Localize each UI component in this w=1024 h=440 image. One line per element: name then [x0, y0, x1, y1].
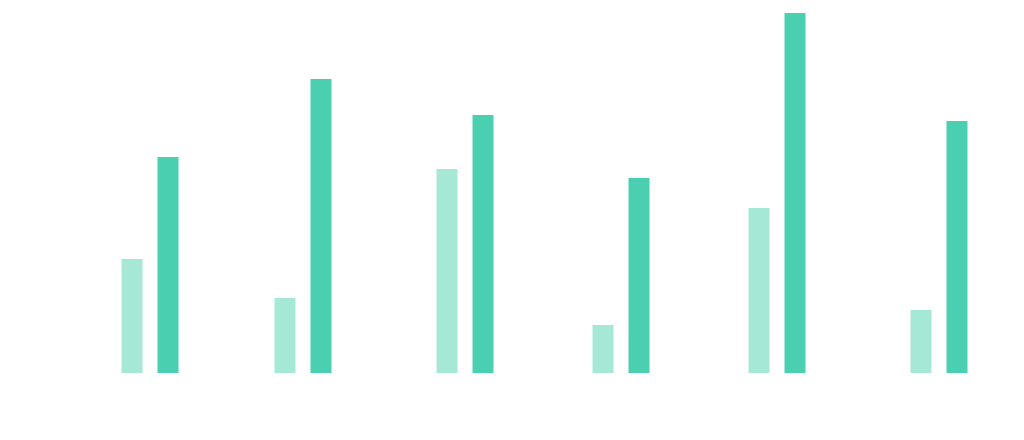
bar-series-2-group-5	[784, 13, 806, 373]
bar-series-2-group-4	[628, 178, 650, 373]
bar-series-1-group-4	[592, 325, 614, 373]
bar-series-1-group-2	[274, 298, 296, 373]
bar-series-1-group-1	[121, 259, 143, 373]
bar-series-2-group-3	[472, 115, 494, 373]
bar-series-2-group-1	[157, 157, 179, 373]
bar-series-2-group-2	[310, 79, 332, 373]
bar-series-2-group-6	[946, 121, 968, 373]
bar-series-1-group-6	[910, 310, 932, 373]
bar-series-1-group-5	[748, 208, 770, 373]
bar-series-1-group-3	[436, 169, 458, 373]
